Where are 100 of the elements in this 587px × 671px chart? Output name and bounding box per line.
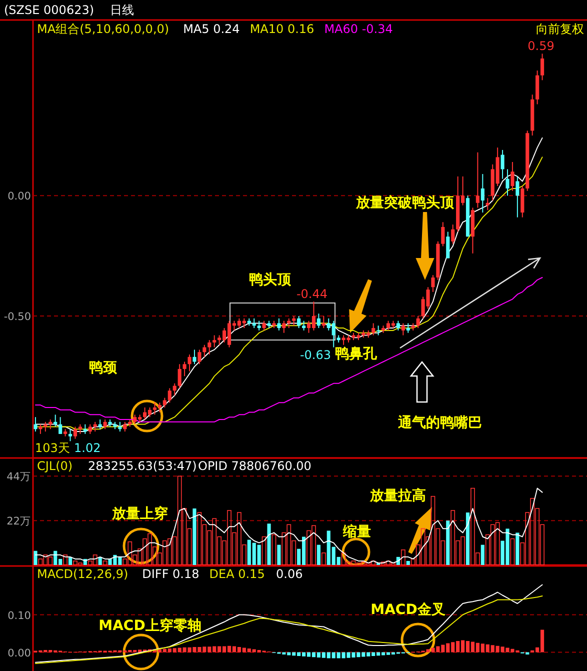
text: MA10 0.16 bbox=[250, 22, 314, 36]
candlestick bbox=[322, 316, 326, 329]
candlestick bbox=[406, 322, 410, 334]
y-tick-label: 22万 bbox=[6, 516, 31, 528]
candlestick bbox=[297, 316, 301, 329]
annotation: 缩量 bbox=[342, 523, 371, 540]
candlestick bbox=[486, 198, 490, 211]
candlestick bbox=[158, 402, 162, 413]
annotation: 0.06 bbox=[276, 567, 303, 581]
candlestick bbox=[83, 424, 87, 434]
candlestick bbox=[292, 316, 296, 326]
candlestick bbox=[510, 161, 514, 192]
y-tick-label: 0.00 bbox=[8, 190, 31, 203]
candlestick bbox=[506, 168, 510, 196]
bar bbox=[400, 549, 406, 566]
candlestick bbox=[198, 349, 202, 365]
candlestick bbox=[34, 416, 38, 432]
line-series bbox=[34, 488, 543, 564]
line-series bbox=[34, 596, 543, 664]
bar bbox=[446, 520, 450, 565]
bar bbox=[316, 544, 320, 565]
candlestick bbox=[202, 344, 206, 358]
candlestick bbox=[123, 421, 127, 432]
annotation: 鸭头顶 bbox=[249, 272, 292, 288]
annotation: -0.44 bbox=[296, 287, 328, 301]
candlestick bbox=[73, 426, 78, 440]
annotation: 放量突破鸭头顶 bbox=[355, 194, 455, 211]
annotation: 103天 bbox=[35, 441, 70, 455]
candlestick bbox=[480, 174, 484, 214]
y-tick-label: 44万 bbox=[6, 471, 31, 484]
candlestick bbox=[38, 424, 42, 434]
bar bbox=[406, 560, 410, 565]
candlestick bbox=[257, 320, 261, 331]
candlestick bbox=[396, 320, 400, 331]
annotation: 鸭鼻孔 bbox=[335, 346, 378, 362]
candlestick bbox=[212, 334, 216, 348]
candlestick bbox=[252, 318, 256, 329]
candlestick bbox=[182, 361, 186, 377]
bar bbox=[510, 538, 515, 566]
candlestick bbox=[192, 349, 196, 365]
annotation: 283255.63(53:47) bbox=[88, 459, 197, 473]
annotation: OPID 78806760.00 bbox=[198, 459, 312, 473]
candlestick bbox=[58, 416, 62, 434]
legend-title: MA组合(5,10,60,0,0,0) bbox=[37, 22, 170, 36]
annotation: 向前复权 bbox=[536, 22, 584, 36]
candlestick bbox=[282, 320, 286, 334]
chart-subtitle: 日线 bbox=[110, 3, 134, 17]
bar bbox=[267, 524, 271, 565]
candlestick bbox=[372, 322, 376, 336]
legend-title: CJL(0) bbox=[37, 459, 73, 473]
candlestick bbox=[441, 222, 445, 247]
bar bbox=[466, 512, 470, 565]
annotation: MACD上穿零轴 bbox=[98, 617, 202, 634]
y-tick-label: 0.00 bbox=[8, 647, 31, 660]
candlestick bbox=[208, 340, 212, 356]
text: MA60 -0.34 bbox=[324, 22, 393, 36]
annotation: MACD金叉 bbox=[370, 602, 446, 618]
candlestick bbox=[68, 428, 72, 442]
bar bbox=[277, 544, 281, 565]
candlestick bbox=[103, 418, 107, 430]
candlestick bbox=[48, 418, 52, 430]
candlestick bbox=[118, 421, 122, 432]
candlestick bbox=[446, 231, 450, 259]
candlestick bbox=[178, 364, 182, 389]
candlestick bbox=[302, 320, 306, 331]
bar bbox=[516, 532, 520, 565]
bar bbox=[321, 552, 326, 566]
candlestick bbox=[540, 53, 544, 81]
text: DIFF 0.18 bbox=[142, 567, 200, 581]
candlestick bbox=[277, 318, 281, 331]
annotation: 鸭颈 bbox=[89, 360, 118, 376]
text: MA5 0.24 bbox=[183, 22, 240, 36]
candlestick bbox=[401, 322, 405, 336]
y-tick-label: -0.50 bbox=[4, 311, 31, 324]
annotation: -0.63 bbox=[300, 348, 331, 362]
candlestick bbox=[262, 320, 266, 331]
candlestick bbox=[78, 424, 82, 434]
candlestick bbox=[376, 325, 380, 336]
legend-title: MACD(12,26,9) bbox=[37, 567, 128, 581]
annotation: 放量上穿 bbox=[111, 505, 168, 522]
candlestick bbox=[476, 152, 480, 208]
candlestick bbox=[188, 354, 192, 372]
candlestick bbox=[54, 414, 58, 428]
bar bbox=[272, 534, 276, 566]
bar bbox=[63, 554, 68, 566]
candlestick bbox=[516, 176, 520, 218]
candlestick bbox=[152, 402, 157, 416]
candlestick bbox=[172, 382, 176, 396]
candlestick bbox=[416, 316, 420, 329]
annotation: 放量拉高 bbox=[369, 487, 426, 504]
annotation: 0.59 bbox=[528, 39, 554, 53]
annotation: 1.02 bbox=[74, 441, 101, 455]
text: DEA 0.15 bbox=[209, 567, 265, 581]
candlestick bbox=[451, 224, 455, 244]
candlestick bbox=[88, 424, 92, 434]
candlestick bbox=[500, 149, 504, 180]
annotation: 通气的鸭嘴巴 bbox=[397, 414, 482, 431]
candlestick bbox=[431, 274, 435, 292]
bar bbox=[102, 560, 108, 566]
bar bbox=[480, 544, 484, 565]
